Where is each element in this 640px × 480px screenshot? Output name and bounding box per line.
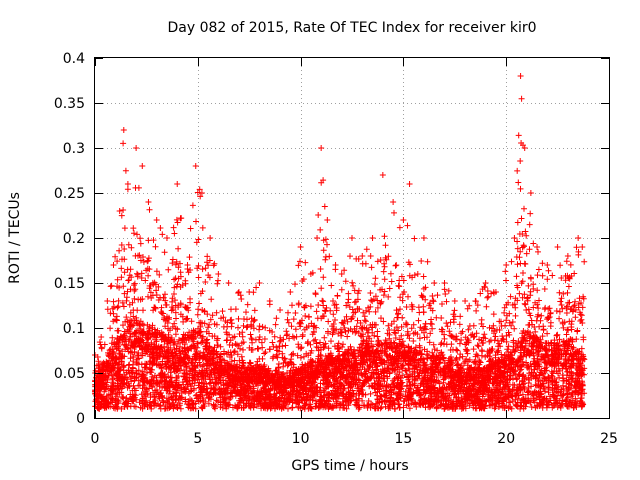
scatter-point-peak <box>297 244 304 250</box>
scatter-point-peak <box>139 163 146 169</box>
scatter-point-peak <box>145 199 152 205</box>
scatter-point-peak <box>521 145 528 151</box>
scatter-point-peak <box>332 262 339 268</box>
y-tick-label: 0.1 <box>63 321 85 337</box>
x-tick-label: 15 <box>394 431 412 447</box>
scatter-point-peak <box>400 217 407 223</box>
scatter-point-peak <box>277 307 284 313</box>
scatter-point-peak <box>579 244 586 250</box>
scatter-point-peak <box>431 280 438 286</box>
y-tick-label: 0.25 <box>54 186 85 202</box>
scatter-point-peak <box>153 217 160 223</box>
scatter-point-peak <box>379 172 386 178</box>
y-tick-label: 0.3 <box>63 141 85 157</box>
scatter-point-peak <box>266 298 273 304</box>
scatter-point-peak <box>492 289 499 295</box>
y-axis-label: ROTI / TECUs <box>7 192 23 284</box>
x-tick-label: 10 <box>292 431 310 447</box>
scatter-point-peak <box>527 190 534 196</box>
scatter-point-peak <box>349 235 355 241</box>
scatter-point-peak <box>120 127 127 133</box>
y-tick-label: 0.15 <box>54 276 85 292</box>
scatter-point-peak <box>215 271 222 277</box>
scatter-point-peak <box>472 298 479 304</box>
scatter-point-group <box>92 212 588 412</box>
scatter-point-peak <box>174 181 181 187</box>
scatter-point-peak <box>503 262 510 268</box>
scatter-point-peak <box>324 217 331 223</box>
scatter-point-peak <box>441 280 448 286</box>
scatter-point-peak <box>564 253 571 259</box>
scatter-point-peak <box>225 280 232 286</box>
axis-ticks <box>95 58 610 419</box>
scatter-point-peak <box>207 235 214 241</box>
scatter-point-group <box>92 209 587 412</box>
scatter-point-peak <box>511 235 518 241</box>
x-tick-label: 20 <box>497 431 515 447</box>
scatter-point-peak <box>163 235 170 241</box>
scatter-point-peak <box>184 262 191 268</box>
x-tick-label: 0 <box>91 431 100 447</box>
scatter-point-peak <box>110 262 117 268</box>
y-tick-label: 0 <box>76 411 85 427</box>
scatter-point-peak <box>133 145 140 151</box>
scatter-point-peak <box>420 235 427 241</box>
scatter-point-peak <box>235 289 242 295</box>
scatter-point-peak <box>406 181 413 187</box>
x-tick-label: 5 <box>193 431 202 447</box>
scatter-point-peak <box>338 271 345 277</box>
scatter-point-peak <box>390 199 397 205</box>
scatter-point-peak <box>451 298 458 304</box>
scatter-point-peak <box>462 298 469 304</box>
x-tick-label: 25 <box>600 431 618 447</box>
scatter-point-peak <box>116 208 123 214</box>
scatter-point-peak <box>575 235 582 241</box>
scatter-point-peak <box>369 235 376 241</box>
plot-frame <box>94 57 610 419</box>
scatter-point-peak <box>314 235 321 241</box>
scatter-point-peak <box>534 244 541 250</box>
y-tick-label: 0.05 <box>54 366 85 382</box>
scatter-point-peak <box>98 334 105 340</box>
scatter-point-peak <box>359 253 366 259</box>
scatter-point-peak <box>198 190 205 196</box>
chart-title: Day 082 of 2015, Rate Of TEC Index for r… <box>167 20 536 36</box>
scatter-point-peak <box>104 298 111 304</box>
scatter-point-peak <box>517 73 524 79</box>
x-axis-label: GPS time / hours <box>291 458 408 474</box>
y-tick-label: 0.35 <box>54 96 85 112</box>
scatter-point-peak <box>124 181 131 187</box>
scatter-point-peak <box>307 271 314 277</box>
scatter-point-peak <box>554 244 561 250</box>
scatter-point-peak <box>256 280 263 286</box>
data-points <box>92 73 588 412</box>
scatter-point-peak <box>482 280 489 286</box>
y-axis-tick-labels: 0 0.05 0.1 0.15 0.2 0.25 0.3 0.35 0.4 <box>54 51 85 427</box>
scatter-point-peak <box>318 145 325 151</box>
scatter-point-peak <box>414 271 421 277</box>
scatter-point-peak <box>287 289 294 295</box>
y-tick-label: 0.2 <box>63 231 85 247</box>
scatter-point-peak <box>246 289 253 295</box>
x-axis-tick-labels: 0 5 10 15 20 25 <box>91 431 618 447</box>
scatter-point-peak <box>192 163 199 169</box>
y-tick-label: 0.4 <box>63 51 85 67</box>
scatter-point-peak <box>544 262 551 268</box>
